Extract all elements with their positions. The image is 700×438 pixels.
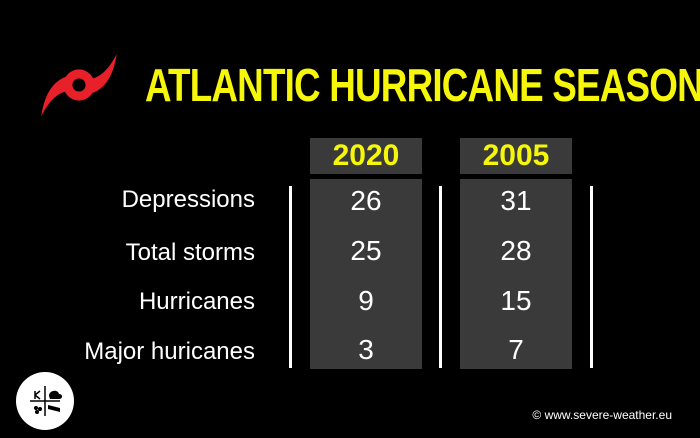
row-label-major-hurricanes: Major huricanes <box>84 338 255 365</box>
column-2005: 31 28 15 7 <box>460 179 572 369</box>
cell-2020-major-hurricanes: 3 <box>358 334 374 365</box>
hurricane-symbol-icon <box>41 53 117 117</box>
row-label-depressions: Depressions <box>121 186 255 213</box>
cell-2020-depressions: 26 <box>350 185 382 216</box>
cell-2020-hurricanes: 9 <box>358 285 374 316</box>
cell-2020-total-storms: 25 <box>350 235 382 266</box>
copyright-text: © www.severe-weather.eu <box>532 408 672 422</box>
column-header-2005: 2005 <box>460 138 572 174</box>
column-2020: 26 25 9 3 <box>310 179 422 369</box>
cell-2005-hurricanes: 15 <box>500 285 532 316</box>
divider-line <box>590 186 593 368</box>
cell-2005-major-hurricanes: 7 <box>508 334 524 365</box>
row-label-total-storms: Total storms <box>125 239 255 266</box>
severe-weather-badge-icon <box>16 372 74 430</box>
column-header-2020: 2020 <box>310 138 422 174</box>
cell-2005-depressions: 31 <box>500 185 532 216</box>
divider-line <box>439 186 442 368</box>
page-title: ATLANTIC HURRICANE SEASON <box>145 59 700 111</box>
cell-2005-total-storms: 28 <box>500 235 532 266</box>
row-label-hurricanes: Hurricanes <box>138 288 255 315</box>
divider-line <box>289 186 292 368</box>
